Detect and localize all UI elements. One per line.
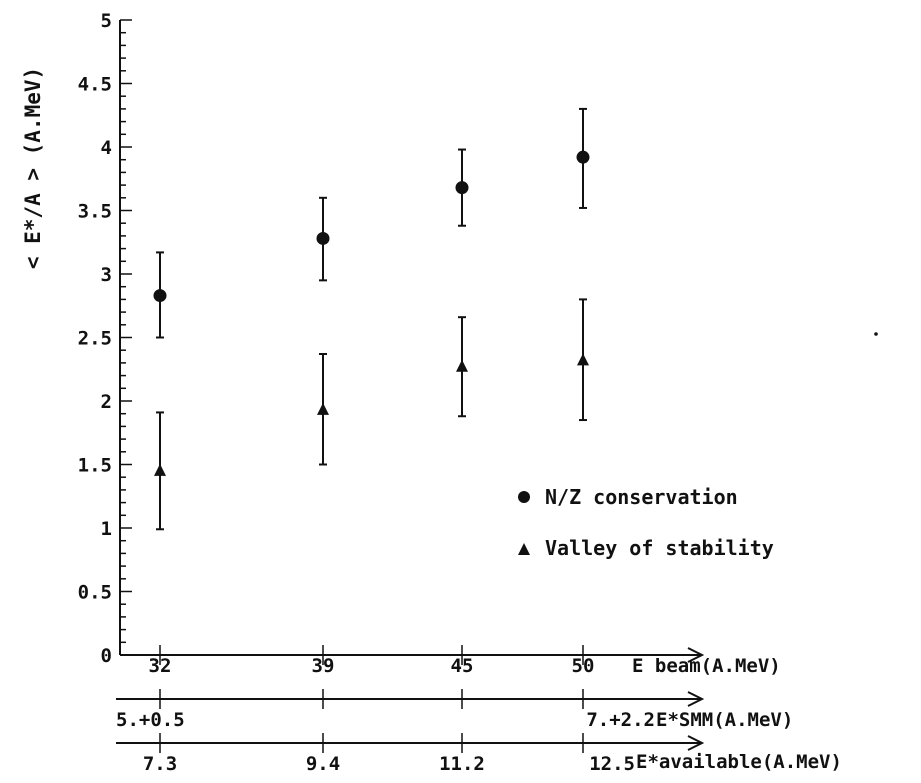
legend-marker-circle xyxy=(518,491,530,503)
x-tick-label: 32 xyxy=(149,655,172,677)
legend-label-valley-of-stability: Valley of stability xyxy=(545,536,774,560)
x-tick-label: 7.3 xyxy=(143,753,177,775)
y-tick-label: 0 xyxy=(101,645,112,667)
x-tick-label: 9.4 xyxy=(306,753,340,775)
y-tick-label: 2 xyxy=(101,391,112,413)
y-tick-label: 2.5 xyxy=(78,328,112,350)
x-tick-label: 7.+2.2 xyxy=(586,709,655,731)
y-tick-label: 3 xyxy=(101,264,112,286)
data-point-circle xyxy=(316,231,330,245)
x-axis-smm-arrow xyxy=(687,691,705,707)
y-tick-label: 1.5 xyxy=(78,455,112,477)
y-tick-label: 5 xyxy=(101,10,112,32)
x-tick-label: 50 xyxy=(572,655,595,677)
x-tick-label: 11.2 xyxy=(439,753,485,775)
x-tick-label: 39 xyxy=(312,655,335,677)
data-point-triangle xyxy=(456,359,468,372)
x-axis-beam-arrow xyxy=(687,647,705,663)
data-series xyxy=(153,107,590,531)
y-axis-ticks: 0 0.5 1 1.5 2 2.5 3 3.5 4 4.5 5 xyxy=(78,10,132,667)
data-point-circle xyxy=(576,150,590,164)
x-axis-available-label: E*available(A.MeV) xyxy=(636,751,842,773)
y-tick-label: 4 xyxy=(101,137,112,159)
y-tick-label: 0.5 xyxy=(78,582,112,604)
data-point-triangle xyxy=(577,353,589,366)
stray-dot xyxy=(874,332,878,336)
y-axis-label: < E*/A > (A.MeV) xyxy=(21,67,45,269)
y-tick-label: 3.5 xyxy=(78,201,112,223)
x-axis-smm-ticks: 5.+0.5 7.+2.2 xyxy=(116,689,655,731)
y-tick-label: 4.5 xyxy=(78,74,112,96)
data-point-triangle xyxy=(317,402,329,415)
x-axis-beam-ticks: 32 39 45 50 xyxy=(149,645,595,677)
data-point-triangle xyxy=(154,463,166,476)
x-axis-available-ticks: 7.3 9.4 11.2 12.5 xyxy=(143,733,635,775)
x-tick-label: 45 xyxy=(451,655,474,677)
x-tick-label: 12.5 xyxy=(589,753,635,775)
x-axis-beam-label: E beam(A.MeV) xyxy=(632,655,781,677)
legend: N/Z conservation Valley of stability xyxy=(518,485,774,560)
x-tick-label: 5.+0.5 xyxy=(116,709,185,731)
y-tick-label: 1 xyxy=(101,518,112,540)
legend-marker-triangle xyxy=(518,543,530,555)
x-axis-available-arrow xyxy=(687,735,705,751)
data-point-circle xyxy=(455,181,469,195)
data-point-circle xyxy=(153,289,167,303)
x-axis-smm-label: E*SMM(A.MeV) xyxy=(656,709,793,731)
legend-label-nz-conservation: N/Z conservation xyxy=(545,485,738,509)
